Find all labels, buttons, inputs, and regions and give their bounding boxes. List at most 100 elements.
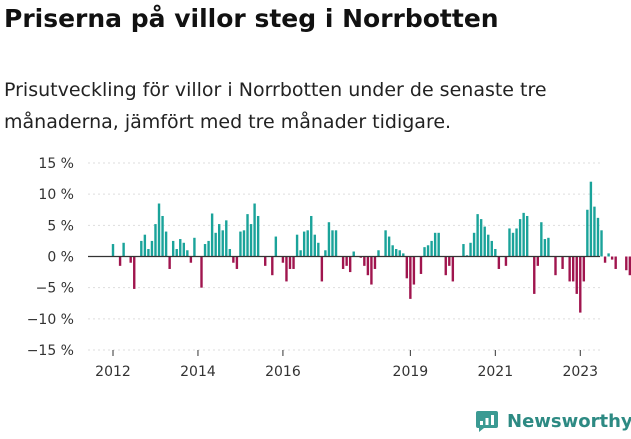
data-bar bbox=[218, 224, 221, 257]
grid-lines bbox=[88, 162, 600, 351]
data-bar bbox=[239, 231, 242, 257]
data-bar bbox=[579, 256, 582, 313]
y-tick-label: −5 % bbox=[36, 281, 74, 297]
data-bar bbox=[324, 250, 327, 257]
data-bar bbox=[310, 215, 313, 257]
bars bbox=[111, 181, 631, 313]
data-bar bbox=[554, 256, 557, 276]
data-bar bbox=[122, 242, 125, 257]
data-bar bbox=[271, 256, 274, 276]
data-bar bbox=[437, 232, 440, 257]
data-bar bbox=[235, 256, 239, 269]
data-bar bbox=[391, 245, 394, 257]
x-axis-labels: 2012201420162019202120232025 bbox=[95, 350, 598, 380]
chart-subtitle: Prisutveckling för villor i Norrbotten u… bbox=[4, 79, 547, 133]
data-bar bbox=[129, 256, 132, 263]
data-bar bbox=[600, 230, 603, 257]
data-bar bbox=[313, 234, 316, 257]
data-bar bbox=[423, 247, 426, 257]
data-bar bbox=[490, 240, 493, 257]
data-bar bbox=[281, 256, 285, 263]
data-bar bbox=[536, 256, 539, 266]
y-tick-label: 15 % bbox=[38, 156, 74, 172]
data-bar bbox=[384, 230, 387, 257]
data-bar bbox=[157, 203, 161, 257]
data-bar bbox=[345, 256, 348, 266]
data-bar bbox=[610, 256, 614, 260]
data-bar bbox=[168, 256, 171, 269]
data-bar bbox=[242, 230, 246, 257]
data-bar bbox=[256, 215, 260, 257]
data-bar bbox=[596, 217, 600, 257]
newsworthy-logo[interactable]: Newsworthy bbox=[475, 409, 631, 433]
data-bar bbox=[147, 249, 150, 257]
data-bar bbox=[302, 231, 306, 257]
data-bar bbox=[518, 219, 522, 257]
data-bar bbox=[479, 219, 483, 257]
data-bar bbox=[228, 249, 232, 257]
data-bar bbox=[179, 239, 182, 257]
data-bar bbox=[246, 214, 249, 257]
data-bar bbox=[164, 231, 168, 257]
data-bar bbox=[366, 256, 370, 276]
data-bar bbox=[363, 256, 366, 266]
data-bar bbox=[426, 245, 430, 257]
data-bar bbox=[327, 222, 331, 257]
data-bar bbox=[150, 240, 154, 257]
data-bar bbox=[575, 256, 578, 294]
data-bar bbox=[207, 240, 210, 257]
data-bar bbox=[515, 228, 518, 257]
data-bar bbox=[249, 224, 253, 257]
y-tick-label: 5 % bbox=[47, 218, 74, 234]
data-bar bbox=[561, 256, 564, 269]
data-bar bbox=[504, 256, 508, 266]
data-bar bbox=[253, 203, 256, 257]
data-bar bbox=[430, 240, 433, 257]
data-bar bbox=[348, 256, 352, 273]
data-bar bbox=[387, 236, 391, 257]
data-bar bbox=[341, 256, 345, 269]
data-bar bbox=[483, 226, 486, 257]
data-bar bbox=[543, 239, 547, 257]
data-bar bbox=[451, 256, 455, 282]
data-bar bbox=[334, 230, 338, 257]
y-tick-label: −10 % bbox=[27, 312, 74, 328]
data-bar bbox=[572, 256, 575, 282]
data-bar bbox=[433, 232, 437, 257]
data-bar bbox=[306, 230, 309, 257]
data-bar bbox=[540, 222, 543, 257]
data-bar bbox=[402, 253, 405, 257]
x-tick-label: 2019 bbox=[393, 364, 429, 380]
data-bar bbox=[320, 256, 324, 282]
data-bar bbox=[264, 256, 267, 266]
data-bar bbox=[603, 256, 607, 263]
data-bar bbox=[533, 256, 536, 294]
x-tick-label: 2016 bbox=[265, 364, 301, 380]
data-bar bbox=[370, 256, 373, 285]
data-bar bbox=[352, 251, 355, 257]
data-bar bbox=[398, 250, 401, 257]
data-bar bbox=[359, 256, 362, 258]
data-bar bbox=[182, 242, 185, 257]
data-bar bbox=[143, 234, 147, 257]
data-bar bbox=[288, 256, 292, 269]
chart-title: Priserna på villor steg i Norrbotten bbox=[4, 4, 499, 33]
data-bar bbox=[161, 215, 164, 257]
data-bar bbox=[377, 250, 380, 257]
data-bar bbox=[186, 250, 189, 257]
data-bar bbox=[154, 224, 157, 257]
x-tick-label: 2014 bbox=[180, 364, 216, 380]
data-bar bbox=[175, 249, 178, 257]
x-tick-label: 2021 bbox=[477, 364, 513, 380]
data-bar bbox=[547, 237, 550, 257]
y-tick-label: 10 % bbox=[38, 187, 74, 203]
data-bar bbox=[395, 249, 398, 257]
data-bar bbox=[497, 256, 501, 269]
data-bar bbox=[582, 256, 586, 282]
data-bar bbox=[444, 256, 447, 276]
data-bar bbox=[331, 230, 334, 257]
data-bar bbox=[274, 236, 278, 257]
data-bar bbox=[568, 256, 571, 282]
data-bar bbox=[118, 256, 122, 266]
